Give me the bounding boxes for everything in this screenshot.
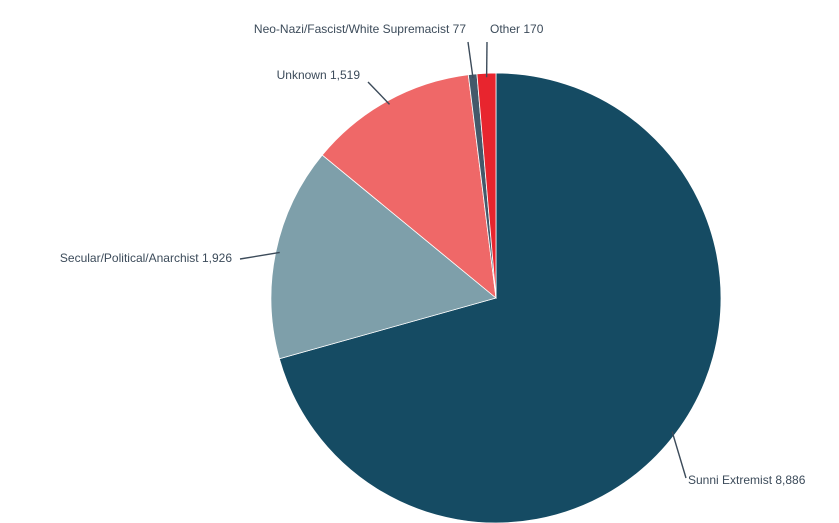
slice-label-secular-political-anarchist: Secular/Political/Anarchist 1,926 <box>60 251 232 265</box>
leader-line-sunni-extremist <box>671 431 687 479</box>
pie-slice-secular-political-anarchist <box>270 154 497 360</box>
leader-line-unknown <box>367 81 391 105</box>
slice-label-neo-nazi-fascist-white-supremacist: Neo-Nazi/Fascist/White Supremacist 77 <box>254 22 466 36</box>
slice-label-unknown: Unknown 1,519 <box>277 68 361 82</box>
leader-line-neo-nazi-fascist-white-supremacist <box>467 41 474 79</box>
slice-label-other: Other 170 <box>490 22 544 36</box>
pie-slice-sunni-extremist <box>278 72 722 523</box>
labels-layer: Sunni Extremist 8,886 Secular/Political/A… <box>60 22 806 487</box>
pie-slice-unknown <box>321 74 497 299</box>
slice-label-sunni-extremist: Sunni Extremist 8,886 <box>688 473 806 487</box>
slices-layer <box>270 72 722 523</box>
leader-lines-layer <box>239 41 687 479</box>
leader-line-secular-political-anarchist <box>239 251 280 260</box>
